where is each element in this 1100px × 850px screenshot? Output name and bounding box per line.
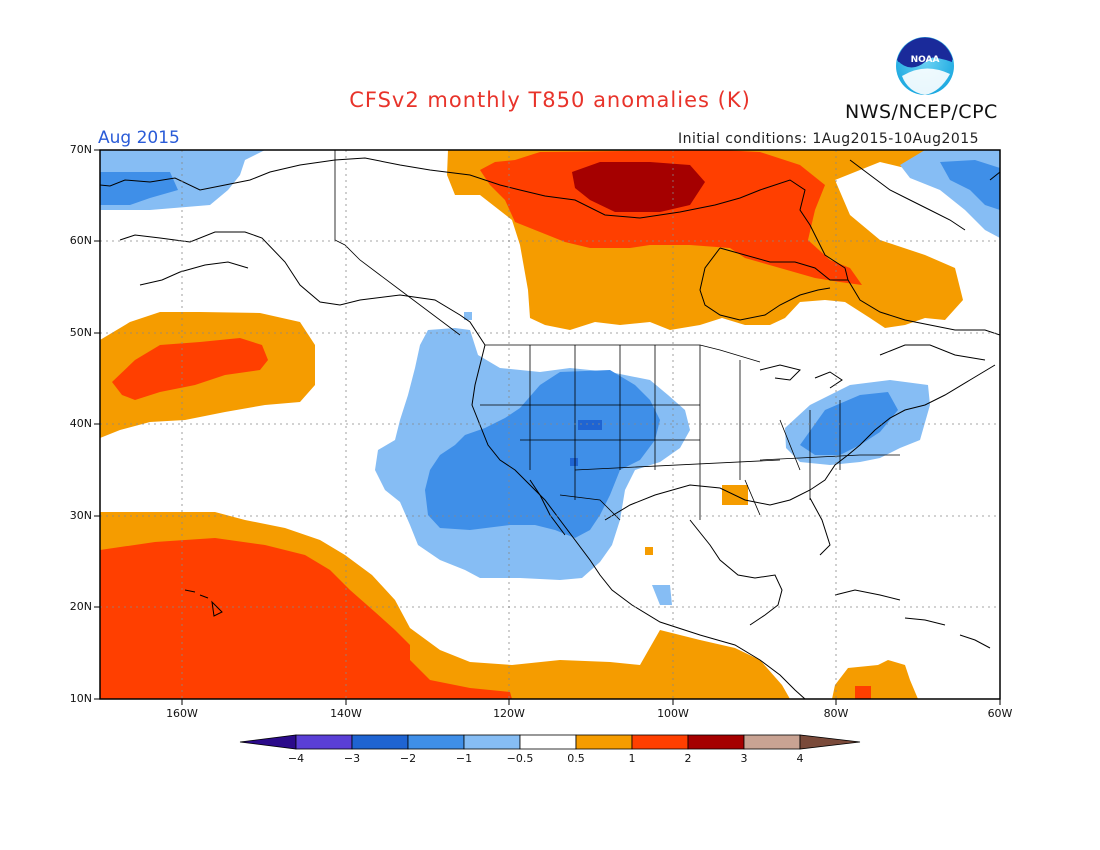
map-title: CFSv2 monthly T850 anomalies (K): [349, 88, 751, 112]
colorbar-tick-label: 4: [796, 752, 804, 765]
logo-text: NOAA: [911, 55, 940, 65]
month-label: Aug 2015: [98, 128, 180, 148]
lat-label: 60N: [69, 234, 92, 247]
colorbar-tick-label: −3: [343, 752, 361, 765]
colorbar-tick-label: −1: [455, 752, 473, 765]
colorbar-tick-label: 2: [684, 752, 692, 765]
colorbar: [239, 734, 861, 750]
colorbar-swatch: [687, 734, 745, 750]
lon-label: 60W: [987, 707, 1013, 720]
colorbar-swatch: [295, 734, 353, 750]
colorbar-swatch: [351, 734, 409, 750]
colorbar-swatch: [463, 734, 521, 750]
colorbar-swatch: [743, 734, 801, 750]
coastlines: [100, 157, 1000, 699]
colorbar-tick-label: −0.5: [506, 752, 534, 765]
lat-label: 30N: [69, 509, 92, 522]
state-borders: [334, 150, 900, 521]
lat-label: 20N: [69, 600, 92, 613]
colorbar-tick-label: −4: [287, 752, 305, 765]
lon-label: 120W: [493, 707, 525, 720]
colorbar-tick-label: 0.5: [567, 752, 585, 765]
colorbar-swatch: [407, 734, 465, 750]
lat-label: 70N: [69, 143, 92, 156]
anomaly-region-blue: [100, 160, 1000, 538]
colorbar-tick-label: 1: [628, 752, 636, 765]
colorbar-tick-label: 3: [740, 752, 748, 765]
initial-conditions-label: Initial conditions: 1Aug2015-10Aug2015: [678, 131, 980, 147]
anomaly-region-darkblue: [570, 420, 602, 466]
lon-label: 140W: [330, 707, 362, 720]
lat-label: 50N: [69, 326, 92, 339]
noaa-logo: NOAA: [896, 37, 954, 95]
lon-label: 100W: [657, 707, 689, 720]
anomaly-region-darkred: [572, 162, 705, 212]
colorbar-swatch: [631, 734, 689, 750]
lon-label: 160W: [166, 707, 198, 720]
colorbar-swatch: [239, 734, 297, 750]
lon-label: 80W: [823, 707, 849, 720]
gridlines: [100, 150, 1000, 699]
agency-label: NWS/NCEP/CPC: [845, 101, 998, 123]
lat-label: 10N: [69, 692, 92, 705]
colorbar-tick-label: −2: [399, 752, 417, 765]
axis-ticks: [94, 149, 1001, 705]
lat-label: 40N: [69, 417, 92, 430]
colorbar-swatch: [799, 734, 861, 750]
colorbar-swatch: [519, 734, 577, 750]
colorbar-swatch: [575, 734, 633, 750]
